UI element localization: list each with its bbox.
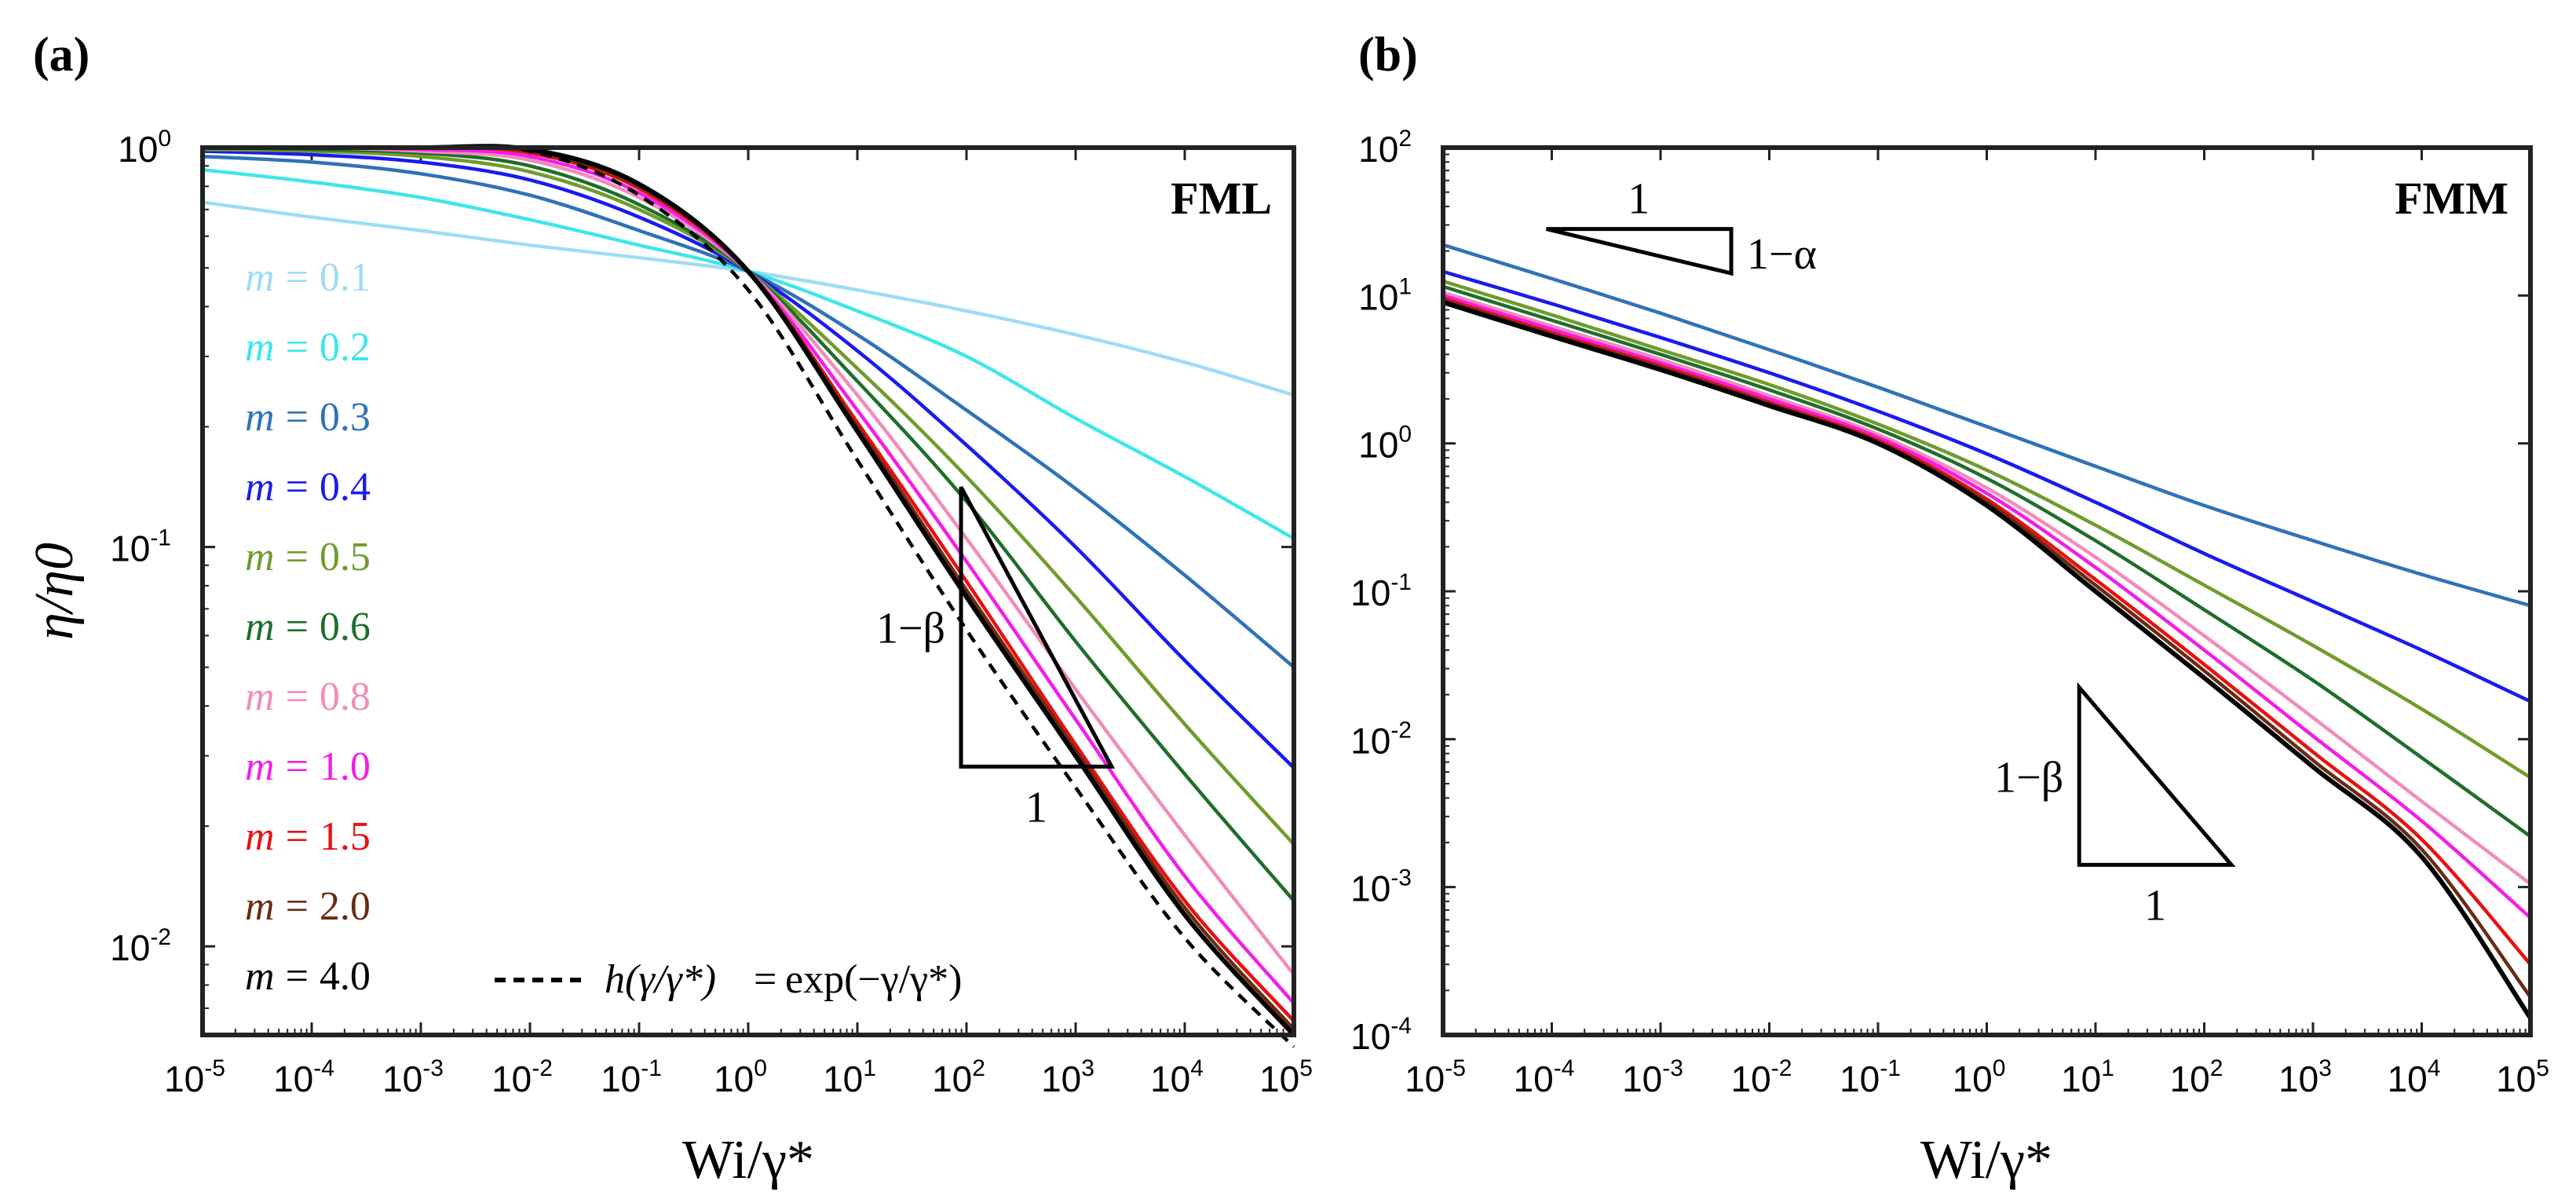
panel-b-series-line-3 [1442,284,2532,839]
panel-b-xtick-label: 104 [2388,1055,2441,1099]
panel-a-slope-run-label: 1 [1025,783,1047,832]
panel-a-xtick-label: 10-5 [164,1055,225,1099]
panel-a: (a) 10-5 10-4 10-3 10-2 10-1 100 101 102 103 104 1… [24,28,1313,1190]
panel-b-slope-run-label: 1 [2144,881,2166,930]
panel-a-xtick-label: 101 [823,1055,876,1099]
panel-b-label: (b) [1358,28,1418,82]
panel-a-ticks: 10-5 10-4 10-3 10-2 10-1 100 101 102 103 104 105 10… [110,126,1313,1099]
legend-entry-3: m = 0.4 [245,465,371,510]
panel-a-slope-triangle [959,486,1116,769]
panel-b-ytick-label: 100 [1358,422,1412,466]
dashed-legend-entry: h(γ/γ*) = exp(−γ/γ*) [495,957,962,1002]
panel-b-series-line-1 [1442,269,2531,704]
panel-a-series-line-4 [202,147,1295,846]
panel-a-xtick-label: 10-4 [273,1055,334,1099]
panel-b-ytick-label: 101 [1358,273,1412,317]
panel-b-slope-rise-label: 1−β [1994,753,2063,802]
legend-entry-6: m = 0.8 [245,675,371,719]
panel-b-xtick-label: 102 [2170,1055,2223,1099]
panel-a-series-line-6 [202,145,1295,976]
panel-a-frame [200,145,1296,1037]
panel-b-ytick-label: 10-2 [1350,717,1412,761]
panel-a-ytick-label: 100 [118,126,171,170]
panel-b-slope-triangle-top [1545,227,1734,276]
legend-entry-8: m = 1.5 [245,814,371,859]
panel-a-xtick-label: 103 [1041,1055,1094,1099]
panel-b-xtick-label: 10-3 [1622,1055,1683,1099]
panel-b-series-line-8 [1442,300,2533,1020]
panel-a-model-label: FML [1171,173,1272,224]
panel-b-slope-top-rise-label: 1−α [1747,230,1817,279]
panel-a-xtick-label: 10-1 [601,1055,662,1099]
legend-entry-5: m = 0.6 [245,605,371,649]
panel-b-xtick-label: 103 [2278,1055,2332,1099]
panel-b-ytick-label: 10-1 [1350,569,1412,613]
panel-b-series-line-5 [1442,294,2532,920]
panel-b-frame [1441,145,2533,1037]
dashed-legend-eq: = [754,957,776,1002]
panel-a-ytick-label: 10-2 [110,924,171,968]
panel-b-xtick-label: 10-1 [1840,1055,1901,1099]
legend-entry-1: m = 0.2 [245,325,371,370]
panel-b-curves [1442,243,2533,1020]
panel-b-model-label: FMM [2395,173,2508,224]
panel-a-slope-rise-label: 1−β [876,604,945,653]
panel-b-slope-triangle [2077,682,2236,867]
panel-b-series-line-6 [1442,296,2532,966]
legend-entry-0: m = 0.1 [245,255,371,300]
dashed-legend-lhs: h(γ/γ*) [605,957,716,1002]
legend-entry-10: m = 4.0 [245,954,371,999]
panel-a-label: (a) [33,28,90,82]
panel-b-series-line-2 [1442,279,2532,780]
panel-b-ytick-label: 10-4 [1350,1013,1412,1057]
panel-a-xtick-label: 104 [1150,1055,1204,1099]
panel-a-series-line-1 [202,167,1295,540]
legend-entry-9: m = 2.0 [245,884,371,929]
panel-b-xtick-label: 101 [2061,1055,2114,1099]
panel-b-slope-top-run-label: 1 [1628,175,1650,224]
panel-b-ytick-label: 10-3 [1350,865,1412,909]
panel-b-xtick-label: 10-2 [1731,1055,1792,1099]
panel-a-xtick-label: 102 [932,1055,985,1099]
panel-b-plot-area [1443,148,2530,1035]
panel-b-ytick-label: 102 [1358,126,1412,170]
legend-entry-4: m = 0.5 [245,535,371,580]
legend-entry-2: m = 0.3 [245,395,371,440]
panel-a-series-line-2 [202,155,1295,669]
panel-a-series-line-3 [202,149,1295,770]
panel-b-xtick-label: 100 [1953,1055,2006,1099]
legend-entry-7: m = 1.0 [245,744,371,789]
panel-b-xtick-label: 10-4 [1514,1055,1575,1099]
panel-b-series-line-0 [1442,243,2531,608]
panel-b-series-line-4 [1442,291,2532,886]
panel-a-plot-area [203,148,1294,1035]
panel-a-xtick-label: 105 [1259,1055,1313,1099]
panel-a-xlabel: Wi/γ* [682,1130,814,1190]
panel-a-legend: m = 0.1 m = 0.2 m = 0.3 m = 0.4 m = 0.5 m = 0.6 m = 0.8 m = 1.0… [245,255,371,999]
panel-a-ytick-label: 10-1 [110,525,171,569]
dashed-legend-rhs: exp(−γ/γ*) [785,957,962,1002]
panel-a-ylabel: η/η0 [24,543,85,640]
panel-b-xtick-label: 105 [2496,1055,2549,1099]
panel-a-xtick-label: 10-2 [491,1055,553,1099]
panel-b-xtick-label: 10-5 [1405,1055,1466,1099]
panel-a-xtick-label: 10-3 [382,1055,444,1099]
panel-b-xlabel: Wi/γ* [1920,1130,2052,1190]
panel-b: (b) 10-5 10-4 10-3 10-2 10-1 100 101 102 103 104 1… [1350,28,2549,1190]
panel-a-xtick-label: 100 [714,1055,767,1099]
